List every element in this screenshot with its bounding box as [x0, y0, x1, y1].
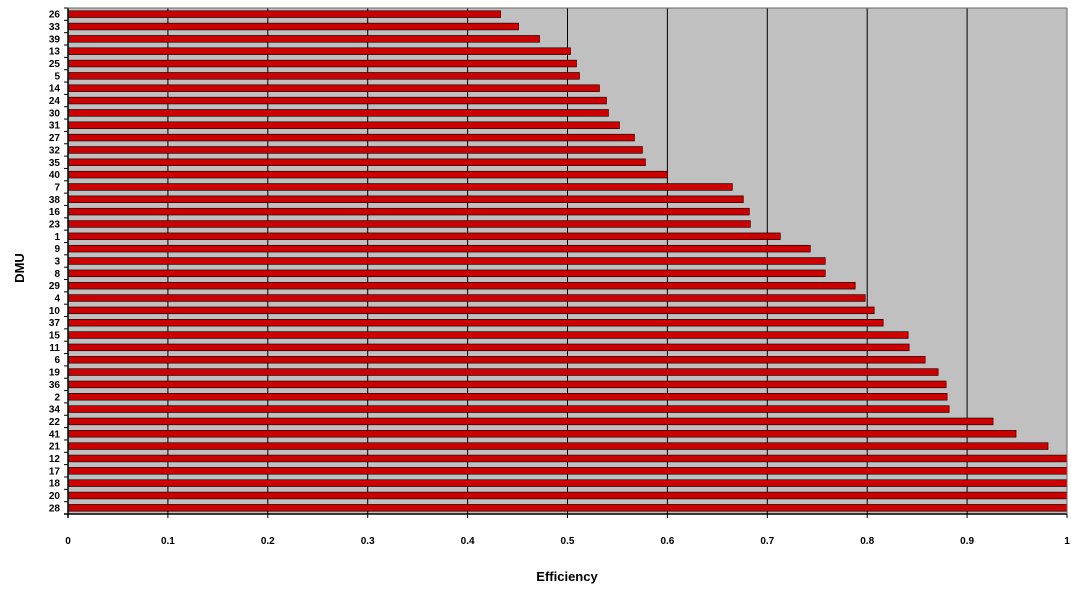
y-tick-label: 1 [54, 232, 60, 243]
y-tick-labels: 2633391325514243031273235407381623193829… [49, 10, 61, 515]
bar-dmu-20 [68, 492, 1067, 499]
y-tick-label: 32 [49, 145, 61, 156]
y-tick-label: 36 [49, 380, 61, 391]
bar-dmu-22 [68, 418, 993, 425]
x-tick-labels: 0 0.1 0.2 0.3 0.4 0.5 0.6 0.7 0.8 0.9 1 [65, 536, 1070, 547]
bar-dmu-8 [68, 270, 825, 277]
bar-dmu-10 [68, 307, 874, 314]
bar-dmu-16 [68, 208, 749, 215]
x-tick-label: 0.2 [261, 536, 275, 547]
y-tick-label: 6 [54, 355, 60, 366]
bar-dmu-36 [68, 381, 946, 388]
x-tick-label: 0.8 [860, 536, 874, 547]
y-tick-label: 15 [49, 331, 61, 342]
x-tick-label: 0.5 [561, 536, 575, 547]
bar-dmu-12 [68, 455, 1067, 462]
y-tick-label: 12 [49, 454, 61, 465]
bar-dmu-15 [68, 332, 908, 339]
y-tick-label: 33 [49, 22, 61, 33]
bar-dmu-17 [68, 467, 1067, 474]
bar-dmu-38 [68, 196, 743, 203]
y-tick-label: 40 [49, 170, 61, 181]
y-tick-label: 4 [54, 294, 60, 305]
y-tick-label: 38 [49, 195, 61, 206]
y-tick-label: 24 [49, 96, 61, 107]
bar-dmu-14 [68, 85, 599, 92]
bar-dmu-7 [68, 184, 732, 191]
bar-dmu-11 [68, 344, 909, 351]
bar-dmu-25 [68, 60, 576, 67]
y-tick-label: 39 [49, 34, 61, 45]
y-tick-label: 10 [49, 306, 61, 317]
y-tick-label: 37 [49, 318, 61, 329]
y-tick-label: 23 [49, 219, 61, 230]
bar-dmu-9 [68, 245, 810, 252]
bar-dmu-40 [68, 171, 667, 178]
bar-dmu-18 [68, 480, 1067, 487]
bar-dmu-32 [68, 147, 642, 154]
y-tick-label: 28 [49, 503, 61, 514]
bar-dmu-33 [68, 23, 519, 30]
y-tick-label: 9 [54, 244, 60, 255]
bar-dmu-28 [68, 504, 1067, 511]
x-tick-label: 0 [65, 536, 71, 547]
bar-dmu-34 [68, 406, 949, 413]
y-tick-label: 20 [49, 491, 61, 502]
y-tick-label: 14 [49, 84, 61, 95]
y-tick-label: 30 [49, 108, 61, 119]
bar-dmu-29 [68, 282, 855, 289]
bar-dmu-37 [68, 319, 883, 326]
x-tick-label: 0.3 [361, 536, 375, 547]
y-tick-label: 18 [49, 479, 61, 490]
y-tick-label: 16 [49, 207, 61, 218]
bar-dmu-19 [68, 369, 938, 376]
bar-dmu-39 [68, 35, 540, 42]
bar-dmu-30 [68, 110, 608, 117]
x-tick-label: 0.9 [960, 536, 974, 547]
y-tick-label: 22 [49, 417, 61, 428]
y-tick-label: 3 [54, 257, 60, 268]
y-tick-label: 5 [54, 71, 60, 82]
y-tick-label: 19 [49, 368, 61, 379]
y-tick-label: 31 [49, 121, 61, 132]
bar-dmu-5 [68, 72, 579, 79]
bar-dmu-4 [68, 295, 865, 302]
y-tick-label: 25 [49, 59, 61, 70]
bar-dmu-6 [68, 356, 925, 363]
bar-dmu-35 [68, 159, 645, 166]
bar-dmu-31 [68, 122, 619, 129]
y-tick-label: 26 [49, 10, 61, 21]
bar-dmu-26 [68, 11, 501, 18]
y-tick-label: 11 [49, 343, 60, 354]
bar-dmu-21 [68, 443, 1048, 450]
x-tick-label: 0.7 [760, 536, 774, 547]
bar-dmu-27 [68, 134, 634, 141]
bar-dmu-13 [68, 48, 570, 55]
bar-dmu-41 [68, 430, 1016, 437]
y-tick-label: 35 [49, 158, 61, 169]
bar-dmu-2 [68, 393, 947, 400]
y-axis-title: DMU [12, 253, 27, 283]
y-tick-label: 29 [49, 281, 61, 292]
x-tick-label: 0.1 [161, 536, 175, 547]
y-tick-label: 17 [49, 466, 61, 477]
x-tick-label: 0.6 [660, 536, 674, 547]
bar-dmu-1 [68, 233, 780, 240]
x-tick-label: 1 [1064, 536, 1070, 547]
y-tick-label: 7 [54, 182, 60, 193]
y-tick-label: 34 [49, 405, 61, 416]
x-axis-title: Efficiency [536, 569, 598, 584]
y-tick-label: 2 [54, 392, 60, 403]
x-tick-label: 0.4 [461, 536, 475, 547]
y-tick-label: 27 [49, 133, 61, 144]
y-tick-label: 13 [49, 47, 61, 58]
y-tick-label: 41 [49, 429, 61, 440]
y-tick-label: 21 [49, 442, 61, 453]
bar-dmu-24 [68, 97, 606, 104]
y-tick-label: 8 [54, 269, 60, 280]
bar-dmu-23 [68, 221, 750, 228]
bar-dmu-3 [68, 258, 825, 265]
